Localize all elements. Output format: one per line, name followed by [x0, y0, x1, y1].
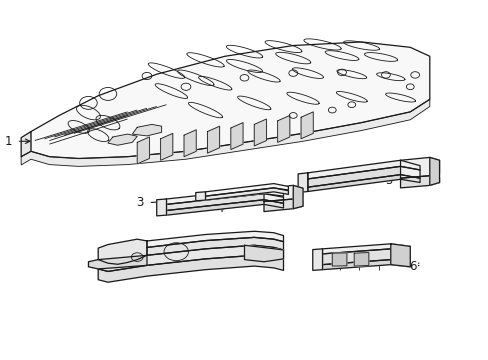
Polygon shape	[21, 99, 429, 166]
Polygon shape	[98, 255, 283, 282]
Polygon shape	[160, 134, 172, 160]
Text: 6: 6	[408, 260, 416, 273]
Polygon shape	[137, 137, 149, 164]
Text: 5: 5	[385, 174, 392, 187]
Polygon shape	[264, 185, 303, 202]
Polygon shape	[301, 112, 313, 139]
Polygon shape	[322, 244, 409, 254]
Polygon shape	[166, 200, 283, 215]
Polygon shape	[322, 249, 409, 265]
Polygon shape	[400, 176, 439, 188]
Polygon shape	[195, 192, 205, 201]
Polygon shape	[331, 253, 346, 266]
Polygon shape	[147, 237, 283, 255]
Polygon shape	[322, 260, 409, 270]
Polygon shape	[307, 160, 419, 179]
Polygon shape	[264, 199, 303, 212]
Polygon shape	[108, 134, 137, 145]
Polygon shape	[390, 244, 409, 267]
Polygon shape	[157, 199, 166, 216]
Polygon shape	[244, 245, 283, 262]
Polygon shape	[31, 42, 429, 158]
Polygon shape	[166, 188, 283, 204]
Text: 4: 4	[216, 202, 224, 215]
Polygon shape	[293, 185, 303, 209]
Polygon shape	[353, 253, 368, 266]
Polygon shape	[277, 116, 289, 142]
Polygon shape	[205, 184, 288, 196]
Polygon shape	[166, 194, 283, 211]
Polygon shape	[98, 239, 147, 264]
Polygon shape	[429, 157, 439, 185]
Polygon shape	[21, 132, 31, 157]
Text: 3: 3	[136, 196, 143, 209]
Polygon shape	[98, 245, 283, 271]
Polygon shape	[307, 166, 419, 187]
Polygon shape	[400, 157, 439, 178]
Text: 2: 2	[148, 257, 155, 270]
Polygon shape	[207, 126, 219, 153]
Polygon shape	[147, 231, 283, 247]
Polygon shape	[205, 188, 288, 200]
Polygon shape	[132, 125, 161, 136]
Polygon shape	[312, 249, 322, 270]
Polygon shape	[230, 123, 243, 149]
Polygon shape	[254, 119, 266, 146]
Polygon shape	[307, 175, 419, 192]
Polygon shape	[183, 130, 196, 157]
Text: 1: 1	[5, 135, 12, 148]
Polygon shape	[88, 255, 147, 269]
Polygon shape	[298, 173, 307, 193]
